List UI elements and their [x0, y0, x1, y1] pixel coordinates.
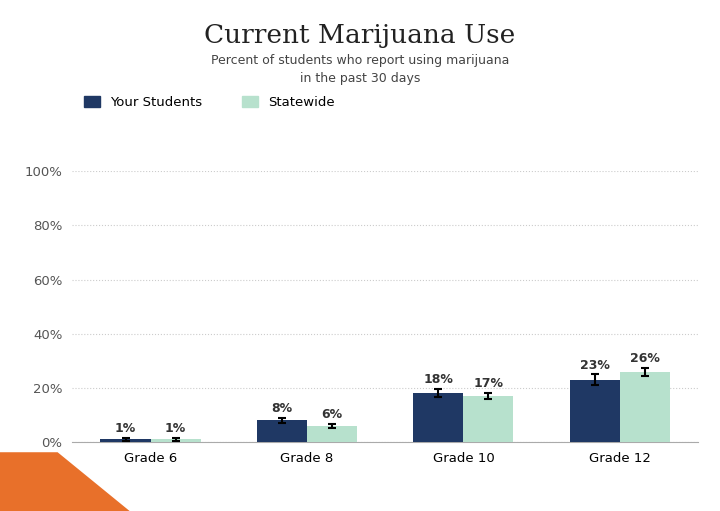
Bar: [257, 421, 307, 442]
Polygon shape: [0, 452, 130, 511]
Text: 6%: 6%: [321, 408, 343, 421]
Bar: [413, 393, 464, 442]
Text: 18%: 18%: [423, 374, 454, 386]
Text: 17%: 17%: [474, 377, 503, 390]
Text: SOURCE: 2016 HEALTHY YOUTH SURVEY: SOURCE: 2016 HEALTHY YOUTH SURVEY: [277, 492, 443, 501]
Text: 14: 14: [639, 477, 649, 486]
Text: Percent of students who report using marijuana
in the past 30 days: Percent of students who report using mar…: [211, 54, 509, 85]
Text: 8%: 8%: [271, 402, 292, 415]
Legend: Your Students, Statewide: Your Students, Statewide: [78, 91, 341, 114]
Text: 1%: 1%: [165, 422, 186, 435]
Bar: [464, 396, 513, 442]
Bar: [101, 439, 150, 442]
Text: 26%: 26%: [630, 352, 660, 365]
Bar: [150, 439, 201, 442]
Text: 1%: 1%: [115, 422, 136, 435]
Bar: [570, 380, 620, 442]
Text: SKAGIT COUNTY: SKAGIT COUNTY: [328, 468, 392, 477]
Text: Current Marijuana Use: Current Marijuana Use: [204, 23, 516, 48]
Text: 23%: 23%: [580, 359, 610, 371]
Bar: [620, 371, 670, 442]
Bar: [307, 426, 357, 442]
